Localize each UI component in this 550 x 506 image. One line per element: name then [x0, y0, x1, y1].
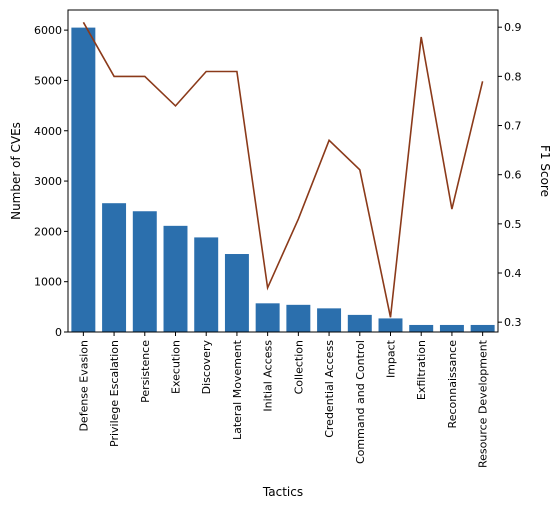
y-tick-label: 2000 [34, 225, 62, 238]
bar-3 [163, 225, 188, 332]
x-tick-label: Collection [292, 340, 305, 394]
y-tick-label: 0 [55, 326, 62, 339]
x-tick-label: Discovery [200, 340, 213, 395]
y2-tick-label: 0.9 [504, 21, 522, 34]
y-tick-label: 1000 [34, 276, 62, 289]
y2-tick-label: 0.5 [504, 218, 522, 231]
x-tick-label: Credential Access [323, 340, 336, 438]
y2-tick-label: 0.8 [504, 70, 522, 83]
bar-11 [409, 324, 434, 332]
bar-9 [347, 314, 372, 332]
y-axis-title: Number of CVEs [9, 122, 23, 220]
plot-frame [67, 9, 499, 333]
bar-12 [439, 324, 464, 332]
y2-axis-title: F1 Score [538, 145, 550, 197]
x-tick-label: Resource Development [477, 339, 490, 468]
bar-7 [286, 304, 311, 332]
bar-6 [255, 303, 280, 332]
x-tick-label: Defense Evasion [77, 340, 90, 432]
x-tick-label: Lateral Movement [231, 339, 244, 440]
left-axis-ticks: 0 1000 2000 3000 4000 5000 6000 [34, 24, 68, 339]
bar-2 [132, 211, 157, 332]
bar-8 [317, 308, 342, 332]
x-tick-label: Execution [170, 340, 183, 394]
bar-10 [378, 318, 403, 332]
bar-0 [71, 27, 96, 332]
bars-layer [71, 27, 495, 332]
y-tick-label: 5000 [34, 74, 62, 87]
bar-5 [224, 254, 249, 332]
x-tick-label: Initial Access [262, 340, 275, 412]
y2-tick-label: 0.4 [504, 267, 522, 280]
x-tick-label: Command and Control [354, 340, 367, 464]
y2-tick-label: 0.7 [504, 120, 522, 133]
x-axis-title: Tactics [262, 485, 303, 499]
right-axis-ticks: 0.3 0.4 0.5 0.6 0.7 0.8 0.9 [498, 21, 522, 329]
y-tick-label: 4000 [34, 125, 62, 138]
x-tick-label: Impact [385, 339, 398, 378]
x-tick-label: Reconnaissance [446, 340, 459, 429]
y2-tick-label: 0.6 [504, 169, 522, 182]
x-tick-label: Exfiltration [415, 340, 428, 400]
y-tick-label: 3000 [34, 175, 62, 188]
f1-score-line [82, 21, 484, 318]
bar-1 [102, 203, 127, 332]
y2-tick-label: 0.3 [504, 316, 522, 329]
bar-4 [194, 237, 219, 332]
y-tick-label: 6000 [34, 24, 62, 37]
x-tick-label: Privilege Escalation [108, 340, 121, 447]
bar-13 [470, 324, 495, 332]
x-axis-ticks: Defense Evasion Privilege Escalation Persi… [77, 332, 490, 468]
x-tick-label: Persistence [139, 340, 152, 403]
